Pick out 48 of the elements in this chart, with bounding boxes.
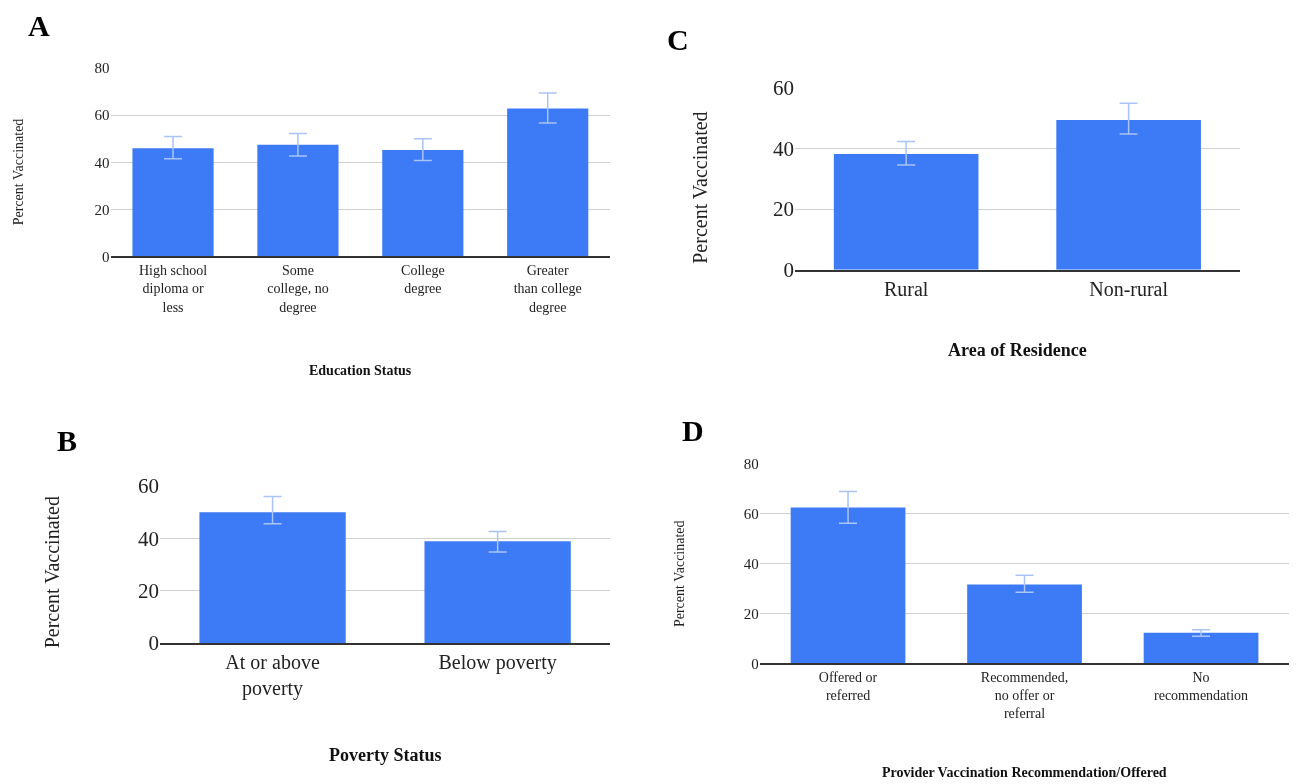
y-tick-label: 60 [743,505,759,522]
x-axis-title: Provider Vaccination Recommendation/Offered [882,765,1167,780]
x-tick-label: Rural [883,277,929,300]
x-tick-label: Non-rural [1089,277,1169,300]
x-axis-title: Area of Residence [948,340,1087,360]
bar [967,584,1082,664]
x-axis-title: Poverty Status [329,745,442,765]
x-tick-label: Below poverty [438,650,557,674]
y-axis-title: Percent Vaccinated [10,118,26,226]
chart-title: D [682,414,704,447]
y-tick-label: 0 [148,631,160,656]
y-axis-title: Percent Vaccinated [672,520,688,628]
y-tick-label: 80 [94,60,110,77]
x-tick-label: Offered or referred [818,670,878,704]
bar [507,108,589,257]
y-tick-label: 40 [772,136,794,161]
bar [132,148,214,257]
x-tick-label: Greater than college degree [513,263,582,315]
x-tick-label: Some college, no degree [267,263,329,315]
y-tick-label: 20 [94,201,110,218]
y-tick-label: 60 [772,76,794,101]
x-axis-title: Education Status [309,363,412,378]
chart-title: A [28,9,50,42]
y-tick-label: 20 [743,605,759,622]
y-tick-label: 20 [138,578,160,603]
y-tick-label: 60 [138,474,160,499]
y-tick-label: 40 [138,526,160,551]
x-tick-label: No recommendation [1154,670,1249,704]
chart-title: B [57,424,78,457]
y-tick-label: 60 [94,107,110,124]
y-tick-label: 0 [102,248,110,265]
x-tick-label: College degree [401,263,445,297]
y-axis-title: Percent Vaccinated [40,496,63,649]
y-tick-label: 40 [94,154,110,171]
bar [382,150,464,257]
chart-title: C [667,23,689,56]
y-tick-label: 0 [751,655,759,672]
y-tick-label: 40 [743,555,759,572]
x-tick-label: High school diploma or less [139,263,208,315]
x-tick-label: At or above poverty [225,650,320,700]
y-tick-label: 0 [783,258,794,283]
x-tick-label: Recommended, no offer or referral [980,670,1069,722]
y-tick-label: 20 [772,197,794,222]
bar [1143,632,1259,664]
bar [257,144,339,257]
bar [790,507,906,664]
y-axis-title: Percent Vaccinated [689,111,712,264]
y-tick-label: 80 [743,455,759,472]
